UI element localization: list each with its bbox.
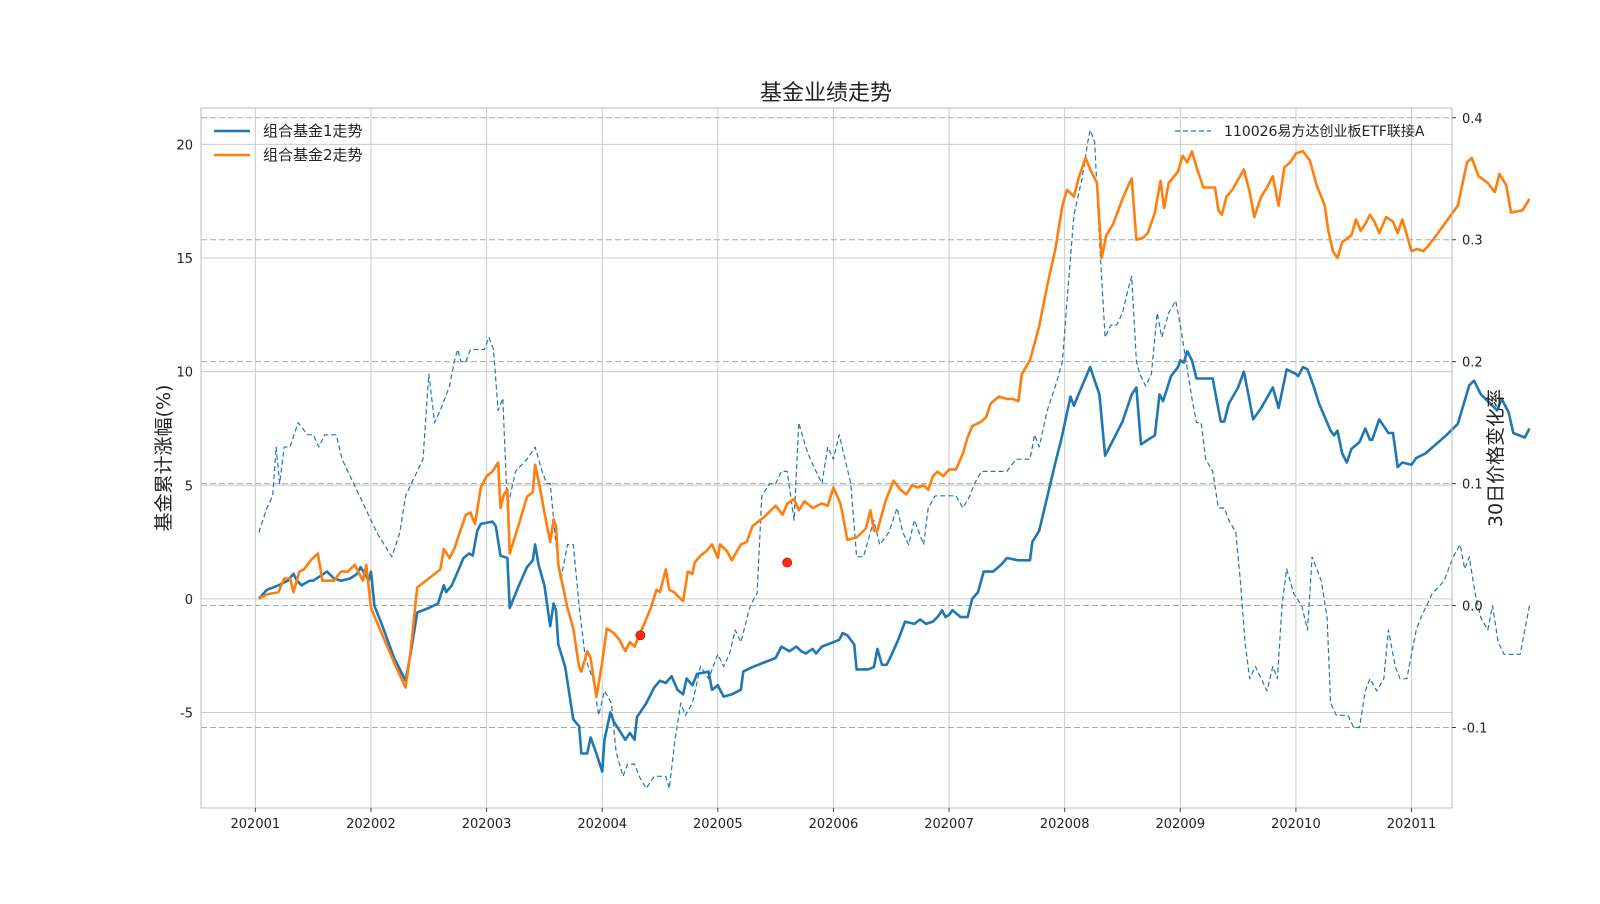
x-tick-label: 202002 (346, 817, 396, 832)
plot-frame (200, 107, 1453, 809)
series-etf-line (258, 129, 1531, 790)
legend-left: 组合基金1走势 组合基金2走势 (214, 122, 363, 164)
x-tick-label: 202005 (693, 817, 743, 832)
x-tick-label: 202008 (1040, 817, 1090, 832)
y-axis-left-label: 基金累计涨幅(%) (153, 385, 175, 532)
y-left-tick-label: 20 (176, 138, 193, 153)
y-right-tick-label: 0.3 (1462, 234, 1483, 249)
signal-marker (635, 630, 646, 641)
y-left-tick-label: 15 (176, 252, 193, 267)
y-right-tick-label: 0.4 (1462, 112, 1483, 127)
y-left-tick-label: 0 (185, 593, 193, 608)
y-left-tick-label: 5 (185, 479, 193, 494)
y-axis-right-label: 30日价格变化率 (1485, 389, 1507, 527)
chart-title: 基金业绩走势 (760, 81, 892, 106)
series-layer (257, 129, 1531, 790)
y-left-tick-label: -5 (180, 707, 193, 722)
legend-etf-label: 110026易方达创业板ETF联接A (1224, 123, 1425, 140)
y-right-tick-label: 0.1 (1462, 478, 1483, 493)
legend-fund1-label: 组合基金1走势 (263, 122, 363, 140)
x-tick-label: 202007 (924, 817, 974, 832)
x-tick-label: 202003 (462, 817, 512, 832)
legend-right: 110026易方达创业板ETF联接A (1175, 123, 1425, 140)
x-axis-ticks: 202001 202002 202003 202004 202005 202006 2020… (231, 808, 1437, 832)
y-left-tick-label: 10 (176, 366, 193, 381)
x-tick-label: 202006 (809, 817, 859, 832)
x-tick-label: 202004 (577, 817, 627, 832)
legend-fund2-label: 组合基金2走势 (263, 146, 363, 164)
y-right-tick-label: -0.1 (1462, 722, 1487, 737)
series-fund1-line (257, 349, 1531, 773)
right-axis-ticks: 0.4 0.3 0.2 0.1 0.0 -0.1 (1452, 112, 1487, 737)
y-right-tick-label: 0.2 (1462, 356, 1483, 371)
y-right-tick-label: 0.0 (1462, 600, 1483, 615)
x-tick-label: 202009 (1155, 817, 1205, 832)
marker-layer (635, 557, 793, 641)
right-axis-reference-lines (201, 117, 1452, 729)
left-axis-ticks: 20 15 10 5 0 -5 (176, 138, 193, 721)
x-tick-label: 202011 (1387, 817, 1437, 832)
series-fund2-line (258, 149, 1531, 698)
x-tick-label: 202010 (1271, 817, 1321, 832)
x-tick-label: 202001 (231, 817, 281, 832)
signal-marker (782, 557, 793, 568)
